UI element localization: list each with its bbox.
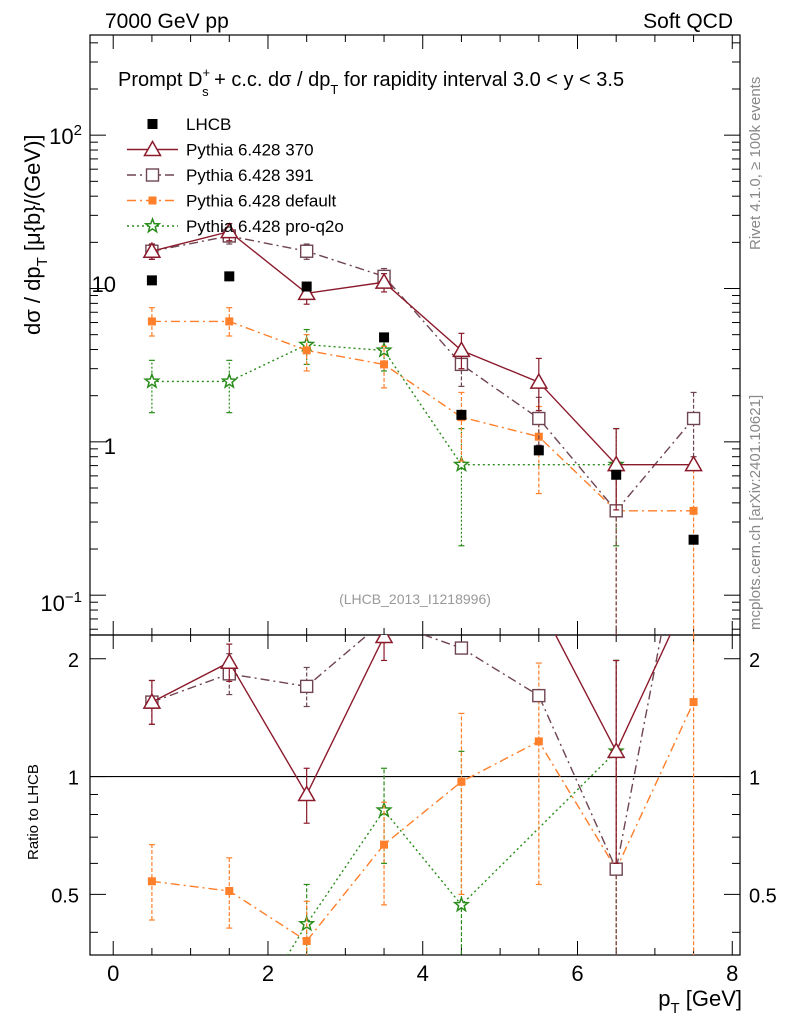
rivet-version-label: Rivet 4.1.0, ≥ 100k events	[747, 77, 764, 250]
legend-label-pythia-6-428-pro-q2o: Pythia 6.428 pro-q2o	[186, 217, 344, 236]
ratio-tick-label-left: 0.5	[51, 885, 79, 907]
lhcb-point	[224, 271, 235, 282]
pythia-6-428-default-ratio-point	[225, 887, 234, 896]
legend-label-lhcb: LHCB	[186, 115, 231, 134]
pythia-6-428-default-point	[225, 317, 234, 326]
lhcb-point	[379, 332, 390, 343]
pythia-6-428-391-point	[299, 244, 314, 258]
ratio-tick-label-left: 2	[68, 650, 79, 672]
pythia-6-428-default-point	[689, 506, 698, 515]
pythia-6-428-pro-q2o-point	[452, 455, 471, 473]
pythia-6-428-370-point	[452, 340, 471, 358]
pythia-6-428-pro-q2o-point	[220, 372, 238, 389]
ratio-tick-label-left: 1	[68, 768, 79, 790]
pythia-6-428-default-point	[147, 317, 156, 326]
ratio-tick-label-right: 2	[749, 650, 760, 672]
x-tick-label: 6	[571, 961, 583, 986]
pythia-6-428-391-ratio-point	[532, 688, 546, 703]
lhcb-point	[533, 445, 544, 456]
pythia-6-428-391-point	[686, 411, 701, 426]
ratio-tick-label-right: 0.5	[749, 885, 777, 907]
pythia-6-428-370-ratio-point	[606, 741, 626, 759]
pythia-6-428-391-ratio-point	[299, 679, 314, 694]
pythia-6-428-370-point	[219, 222, 239, 239]
y-tick-label-1: 1	[104, 434, 116, 459]
main-plot-series	[142, 222, 703, 635]
lhcb-point	[146, 275, 157, 286]
legend-marker-pythia-6-428-pro-q2o	[143, 216, 162, 234]
pythia-6-428-default-ratio-point	[302, 937, 311, 946]
pythia-6-428-370-ratio-point	[297, 784, 316, 802]
pythia-6-428-370-point	[684, 455, 703, 472]
pythia-6-428-370-point	[529, 372, 549, 389]
pythia-6-428-default-ratio-point	[380, 840, 389, 849]
pythia-6-428-370-ratio-point	[219, 652, 239, 669]
pythia-6-428-pro-q2o-ratio-point	[452, 895, 471, 913]
y-tick-label-10: 10	[92, 272, 116, 297]
header-energy-label: 7000 GeV pp	[105, 10, 229, 33]
pythia-6-428-default-point	[302, 346, 311, 355]
pythia-6-428-default-point	[380, 360, 389, 369]
legend-marker-lhcb	[147, 119, 158, 129]
pythia-6-428-default-ratio-point	[689, 698, 698, 707]
legend-label-pythia-6-428-default: Pythia 6.428 default	[186, 192, 337, 211]
ratio-tick-label-right: 1	[749, 768, 760, 790]
pythia-6-428-391-ratio-point	[609, 862, 623, 876]
pythia-6-428-391-point	[532, 411, 546, 426]
ratio-y-axis-label: Ratio to LHCB	[25, 764, 42, 860]
lhcb-point	[456, 409, 467, 420]
pythia-6-428-370-ratio-line	[151, 635, 671, 796]
pythia-6-428-370-point	[142, 241, 162, 258]
pythia-6-428-391-ratio-point	[378, 615, 390, 627]
lhcb-point	[301, 281, 312, 292]
pythia-6-428-370-ratio-point	[374, 635, 394, 644]
x-tick-label: 4	[417, 961, 429, 986]
lhcb-point	[611, 469, 622, 480]
y-axis-label: dσ / dpT [μ{b}/(GeV)]	[20, 134, 51, 335]
pythia-6-428-default-ratio-point	[147, 877, 156, 886]
pythia-6-428-391-ratio-point	[454, 641, 469, 655]
pythia-6-428-default-ratio-point	[457, 777, 466, 786]
pythia-6-428-370-point	[374, 272, 394, 289]
pythia-6-428-370-ratio-point	[142, 692, 162, 709]
header-category-label: Soft QCD	[643, 10, 733, 33]
pythia-6-428-370-line	[151, 230, 694, 466]
pythia-6-428-pro-q2o-ratio-line	[286, 750, 617, 955]
pythia-6-428-pro-q2o-point	[143, 372, 161, 389]
pythia-6-428-391-line	[151, 235, 695, 512]
mcplots-source-label: mcplots.cern.ch [arXiv:2401.10621]	[747, 395, 764, 630]
pythia-6-428-391-ratio-line	[151, 635, 662, 872]
legend-marker-pythia-6-428-391	[145, 168, 160, 182]
legend-label-pythia-6-428-391: Pythia 6.428 391	[186, 166, 314, 185]
pythia-6-428-370-ratio-point	[531, 595, 547, 609]
legend-marker-pythia-6-428-370	[143, 139, 162, 157]
x-tick-label: 0	[107, 961, 119, 986]
x-axis-label: pT [GeV]	[658, 986, 742, 1017]
x-tick-label: 2	[262, 961, 274, 986]
pythia-6-428-370-point	[297, 283, 316, 301]
lhcb-point	[688, 534, 699, 545]
ratio-plot-series	[142, 595, 698, 955]
legend-label-pythia-6-428-370: Pythia 6.428 370	[186, 141, 314, 160]
legend: LHCB Pythia 6.428 370 Pythia 6.428 391 Pyth…	[127, 115, 344, 236]
y-tick-label-100: 102	[49, 122, 82, 149]
pythia-6-428-default-ratio-line	[151, 701, 695, 942]
y-tick-label-0.1: 10−1	[40, 589, 82, 616]
legend-marker-pythia-6-428-default	[148, 196, 157, 205]
pythia-6-428-default-ratio-point	[534, 737, 543, 746]
plot-title: Prompt D+ s + c.c. dσ / dpT for rapidity …	[118, 65, 624, 99]
pythia-6-428-default-line	[151, 320, 694, 512]
pythia-6-428-pro-q2o-line	[151, 343, 617, 466]
x-tick-label: 8	[726, 961, 738, 986]
ratio-plot-frame	[89, 634, 741, 956]
analysis-id-label: (LHCB_2013_I1218996)	[339, 591, 491, 607]
